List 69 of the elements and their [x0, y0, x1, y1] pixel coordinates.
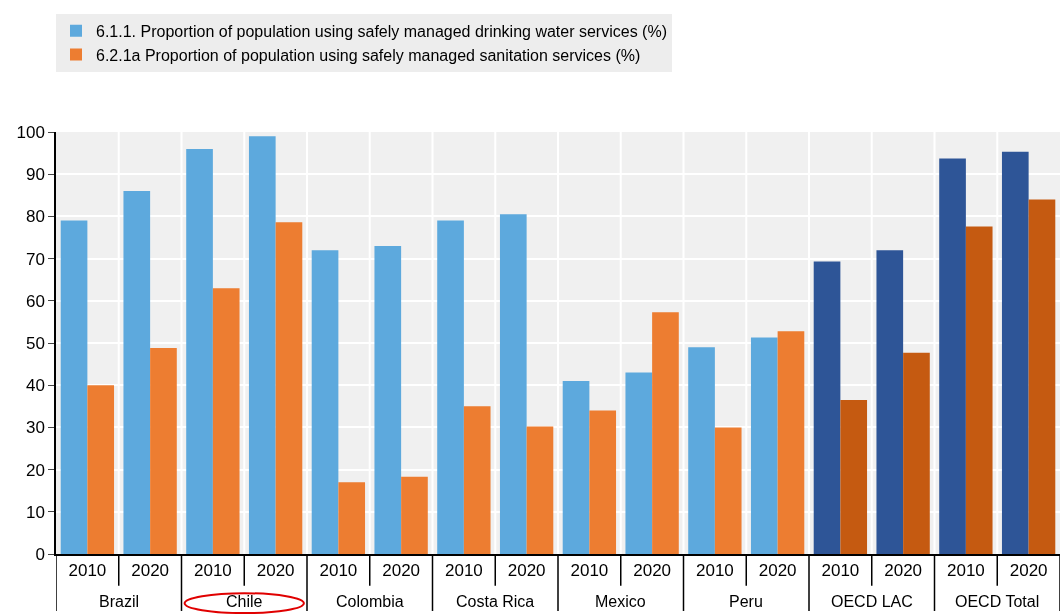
text: Peru — [729, 593, 763, 610]
y-tick-label: 60 — [25, 291, 45, 311]
text: Costa Rica — [456, 593, 535, 610]
y-tick-label: 70 — [25, 249, 45, 269]
x-tick-label: 2010 — [319, 561, 358, 581]
bar — [526, 426, 554, 554]
bar — [437, 220, 464, 554]
bar — [311, 250, 339, 554]
text: Brazil — [99, 593, 140, 610]
bar — [87, 385, 115, 554]
text: Chile — [226, 593, 263, 610]
bar — [248, 136, 276, 554]
bar — [750, 337, 778, 554]
bar — [589, 410, 617, 554]
bar — [374, 245, 402, 554]
text: Mexico — [595, 593, 646, 610]
bar — [562, 380, 590, 554]
x-tick-label: 2010 — [570, 561, 609, 581]
x-tick-label: 2010 — [695, 561, 734, 581]
y-tick-label: 80 — [25, 207, 45, 227]
bar — [150, 348, 177, 554]
bar — [939, 158, 966, 554]
y-tick-label: 90 — [25, 165, 45, 185]
y-tick-label: 0 — [35, 544, 45, 564]
bar — [186, 148, 213, 554]
y-tick-label: 100 — [16, 122, 45, 142]
y-tick-label: 50 — [25, 333, 45, 353]
x-tick-label: 2020 — [1009, 561, 1048, 581]
x-tick-label: 2020 — [758, 561, 797, 581]
bar — [212, 288, 240, 554]
bar — [813, 261, 841, 554]
y-tick-label: 20 — [25, 460, 45, 480]
bar — [463, 406, 491, 554]
bar — [60, 220, 88, 554]
text: OECD LAC — [831, 593, 913, 610]
bar — [338, 482, 366, 554]
bar — [777, 331, 805, 554]
x-tick-label: 2020 — [884, 561, 923, 581]
bar — [965, 226, 993, 554]
bar — [688, 347, 715, 554]
bar — [840, 399, 868, 554]
text: Colombia — [336, 593, 404, 610]
bar — [1028, 199, 1056, 554]
bar — [401, 476, 428, 554]
bar — [876, 250, 904, 554]
bar — [903, 352, 930, 554]
y-tick-label: 30 — [25, 418, 45, 438]
bar — [625, 372, 653, 554]
x-tick-label: 2020 — [256, 561, 295, 581]
x-tick-label: 2020 — [131, 561, 170, 581]
x-tick-label: 2010 — [821, 561, 860, 581]
y-tick-label: 40 — [25, 376, 45, 396]
x-tick-label: 2010 — [68, 561, 107, 581]
x-tick-label: 2010 — [946, 561, 985, 581]
bar — [499, 214, 527, 554]
bar — [714, 427, 742, 554]
text: OECD Total — [955, 593, 1040, 610]
x-tick-label: 2020 — [507, 561, 546, 581]
bar — [275, 222, 303, 554]
x-tick-label: 2020 — [633, 561, 672, 581]
legend-label: 6.1.1. Proportion of population using safely managed drinking water services (%) — [96, 22, 667, 40]
x-tick-label: 2020 — [382, 561, 421, 581]
legend-label: 6.2.1a Proportion of population using safely managed sanitation services (%) — [96, 46, 641, 64]
bar — [652, 312, 679, 554]
x-tick-label: 2010 — [193, 561, 232, 581]
x-tick-label: 2010 — [444, 561, 483, 581]
bar — [1001, 151, 1029, 554]
bar — [123, 191, 151, 554]
y-tick-label: 10 — [25, 502, 45, 522]
